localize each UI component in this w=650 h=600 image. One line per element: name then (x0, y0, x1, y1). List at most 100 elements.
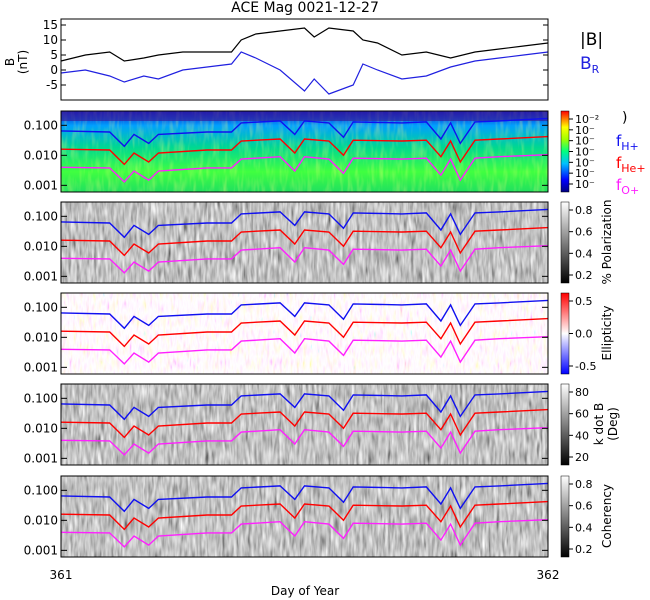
coherency-colorbar (560, 475, 570, 558)
power-frame (60, 110, 549, 193)
f-h-line (60, 117, 549, 148)
colorbar-tick-label: 10⁻ (575, 124, 595, 137)
legend-b-r-main: B (580, 54, 592, 74)
b-field-tick-label: 0 (50, 63, 58, 77)
f-o-line (60, 154, 549, 183)
kdotb-colorbar-label-top: k dot B (592, 403, 606, 445)
freq-tick-label: 0.001 (24, 451, 58, 465)
freq-tick-label: 0.001 (24, 543, 58, 557)
freq-tick-label: 0.100 (24, 391, 58, 405)
colorbar-tick-label: 40 (575, 429, 589, 442)
polarization-colorbar-label: % Polarization (600, 200, 614, 285)
f-h-line (60, 482, 549, 513)
legend-f-o-sub: O+ (621, 184, 639, 197)
colorbar-tick-label: 10⁻ (575, 135, 595, 148)
legend-f-h-main: f (616, 132, 622, 150)
f-he-line (60, 500, 549, 531)
f-h-line (60, 299, 549, 330)
legend-b-total: |B| (580, 30, 603, 50)
b-field-tick-label: -5 (46, 78, 58, 92)
colorbar-tick-label: 0.0 (575, 328, 593, 341)
colorbar-tick-label: 20 (575, 451, 589, 464)
b-field-lines (60, 27, 549, 95)
colorbar-tick-label: 0.6 (575, 500, 593, 513)
freq-tick-label: 0.010 (24, 421, 58, 435)
f-h-line (60, 390, 549, 421)
f-he-line (60, 226, 549, 257)
b-field-tick-label: 10 (43, 33, 58, 47)
freq-tick-label: 0.010 (24, 330, 58, 344)
freq-tick-label: 0.010 (24, 239, 58, 253)
f-o-line (60, 336, 549, 365)
coherency-colorbar-label: Coherency (600, 484, 614, 548)
ellipticity-frame (60, 292, 549, 375)
colorbar-tick-label: 10⁻ (575, 146, 595, 159)
polarization-panel: 0.100 0.010 0.001 0.8 0.6 0.4 0.2 % Polarizat… (24, 200, 614, 285)
ellipticity-colorbar (560, 292, 570, 375)
power-colorbar-label: ) (622, 110, 627, 126)
freq-tick-label: 0.010 (24, 513, 58, 527)
legend-f-he: fHe+ (616, 154, 646, 175)
kdotb-panel: 0.100 0.010 0.001 80 60 40 20 k dot B (Deg) (24, 383, 620, 466)
f-o-line (60, 427, 549, 456)
x-tick-label-end: 362 (537, 568, 560, 582)
coherency-panel: 0.100 0.010 0.001 0.8 0.6 0.4 0.2 Coherency (24, 475, 614, 558)
freq-tick-label: 0.100 (24, 300, 58, 314)
colorbar-tick-label: 0.2 (575, 269, 593, 282)
legend-f-o-main: f (616, 176, 622, 194)
colorbar-tick-label: 0.8 (575, 478, 593, 491)
polarization-frame (60, 201, 549, 284)
freq-tick-label: 0.010 (24, 148, 58, 162)
freq-tick-label: 0.001 (24, 269, 58, 283)
polarization-colorbar (560, 201, 570, 284)
kdotb-colorbar-label-bottom: (Deg) (606, 407, 620, 441)
colorbar-tick-label: -0.5 (575, 360, 596, 373)
colorbar-tick-label: 10⁻ (575, 156, 595, 169)
x-axis-label: Day of Year (271, 584, 339, 598)
freq-tick-label: 0.100 (24, 209, 58, 223)
legend-f-he-main: f (616, 154, 622, 172)
legend-f-o: fO+ (616, 176, 639, 197)
legend-f-he-sub: He+ (621, 162, 645, 175)
ellipticity-colorbar-label: Ellipticity (600, 306, 614, 361)
colorbar-tick-label: 0.2 (575, 543, 593, 556)
f-o-line (60, 519, 549, 548)
freq-tick-label: 0.100 (24, 483, 58, 497)
freq-tick-label: 0.001 (24, 178, 58, 192)
b-field-ylabel-top: B (3, 58, 17, 66)
kdotb-frame (60, 383, 549, 466)
freq-tick-label: 0.001 (24, 360, 58, 374)
b-field-ylabel-bottom: (nT) (16, 50, 30, 74)
f-he-line (60, 135, 549, 166)
legend-f-h-sub: H+ (621, 140, 639, 153)
b-field-frame (60, 18, 549, 101)
colorbar-tick-label: 80 (575, 386, 589, 399)
f-he-line (60, 317, 549, 348)
colorbar-tick-label: 10⁻ (575, 167, 595, 180)
colorbar-tick-label: 60 (575, 408, 589, 421)
b-field-tick-label: 5 (50, 48, 58, 62)
colorbar-tick-label: 0.5 (575, 295, 593, 308)
colorbar-tick-label: 0.4 (575, 521, 593, 534)
kdotb-colorbar (560, 383, 570, 466)
freq-tick-label: 0.100 (24, 118, 58, 132)
b-r-line (60, 51, 549, 95)
legend-b-r-sub: R (592, 63, 600, 76)
coherency-frame (60, 475, 549, 558)
b-field-tick-label: 15 (43, 18, 58, 32)
power-colorbar (560, 110, 570, 193)
figure-title: ACE Mag 0021-12-27 (231, 0, 379, 16)
legend-f-h: fH+ (616, 132, 639, 153)
colorbar-tick-label: 0.4 (575, 247, 593, 260)
colorbar-tick-label: 0.6 (575, 226, 593, 239)
f-h-line (60, 208, 549, 239)
colorbar-tick-label: 10⁻² (575, 113, 599, 126)
x-tick-label-start: 361 (50, 568, 73, 582)
colorbar-tick-label: 10⁻ (575, 178, 595, 191)
f-he-line (60, 408, 549, 439)
